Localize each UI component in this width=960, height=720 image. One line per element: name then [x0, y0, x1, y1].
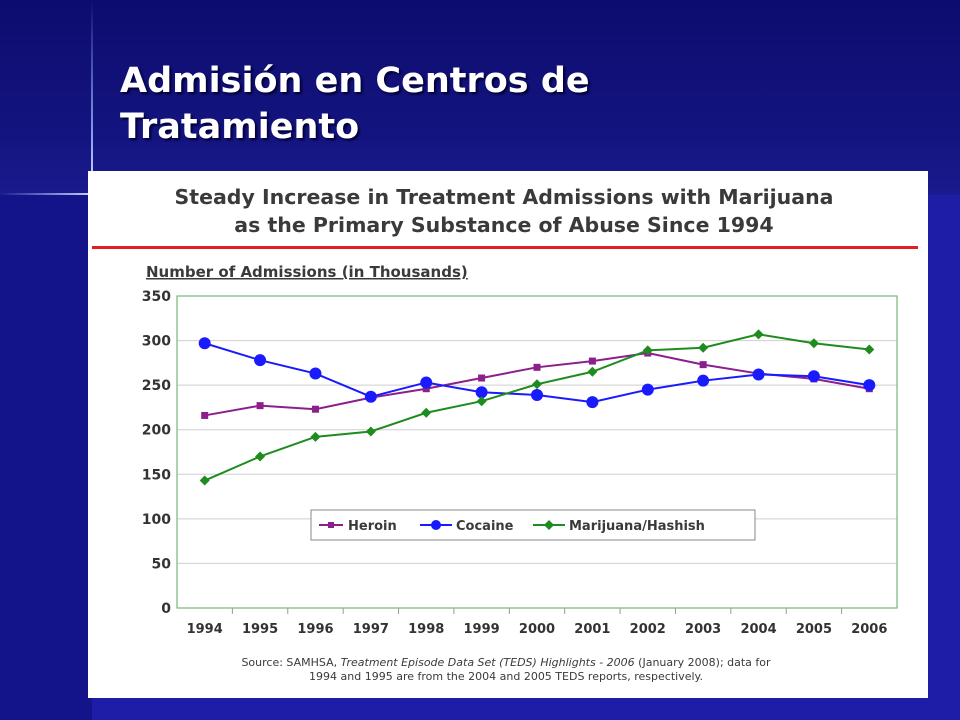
x-tick-1998: 1998 [408, 622, 444, 637]
x-tick-2000: 2000 [519, 622, 555, 637]
data-point-heroin-1996 [311, 405, 319, 413]
y-tick-labels: 0 50 100 150 200 250 300 350 [142, 289, 171, 617]
x-tick-1995: 1995 [242, 622, 278, 637]
y-tick-300: 300 [142, 334, 171, 350]
gridlines [177, 340, 897, 614]
legend-label-marijuana: Marijuana/Hashish [569, 519, 705, 534]
data-point-marijuana-hashish-1997 [365, 426, 376, 437]
chart-svg: Steady Increase in Treatment Admissions … [92, 185, 918, 683]
y-tick-0: 0 [161, 601, 171, 617]
series-marijuana-hashish [199, 329, 875, 486]
y-tick-250: 250 [142, 378, 171, 394]
legend-label-cocaine: Cocaine [456, 519, 514, 534]
plot-area-border [176, 295, 898, 609]
legend-label-heroin: Heroin [348, 519, 397, 534]
data-point-cocaine-2001 [586, 396, 599, 409]
data-point-heroin-1998 [422, 385, 430, 393]
data-point-marijuana-hashish-1995 [255, 451, 266, 462]
series-line-marijuana-hashish [204, 333, 870, 482]
data-point-cocaine-2003 [697, 374, 710, 387]
source-prefix: Source: SAMHSA, [241, 656, 340, 669]
data-point-marijuana-hashish-1998 [421, 407, 432, 418]
y-axis-label: Number of Admissions (in Thousands) [146, 263, 468, 281]
data-point-marijuana-hashish-1996 [310, 431, 321, 442]
y-tick-200: 200 [142, 423, 171, 439]
source-italic: Treatment Episode Data Set (TEDS) Highli… [341, 656, 635, 669]
data-point-cocaine-1997 [364, 390, 377, 403]
decorative-vertical-line [91, 0, 93, 195]
data-point-marijuana-hashish-2000 [532, 379, 542, 390]
data-point-heroin-2000 [533, 363, 541, 371]
x-tick-2001: 2001 [574, 622, 610, 637]
data-point-cocaine-2002 [641, 383, 654, 396]
chart-title-line2: as the Primary Substance of Abuse Since … [234, 213, 773, 237]
x-tick-1996: 1996 [297, 622, 333, 637]
x-tick-labels: 1994 1995 1996 1997 1998 1999 2000 2001 2002 2003… [187, 622, 888, 637]
x-tick-2003: 2003 [685, 622, 721, 637]
data-point-cocaine-1999 [475, 386, 488, 399]
data-point-cocaine-1995 [254, 354, 267, 367]
y-tick-150: 150 [142, 467, 171, 483]
data-point-cocaine-2006 [863, 379, 876, 392]
legend-marker-heroin [328, 522, 334, 528]
data-point-heroin-1999 [478, 374, 486, 382]
x-tick-2004: 2004 [740, 622, 776, 637]
legend-marker-marijuana [544, 520, 554, 530]
slide-background-top [0, 0, 960, 195]
data-point-heroin-2001 [588, 357, 596, 365]
data-point-marijuana-hashish-2004 [753, 329, 764, 340]
x-tick-1997: 1997 [353, 622, 389, 637]
chart-image: Steady Increase in Treatment Admissions … [88, 171, 928, 698]
data-point-cocaine-1994 [198, 337, 211, 350]
slide-title: Admisión en Centros de Tratamiento [120, 58, 820, 150]
chart-title-line1: Steady Increase in Treatment Admissions … [175, 185, 834, 209]
source-line2: 1994 and 1995 are from the 2004 and 2005… [309, 670, 703, 683]
data-point-marijuana-hashish-2002 [642, 345, 653, 356]
legend: Heroin Cocaine Marijuana/Hashish [310, 509, 756, 541]
slide-title-line2: Tratamiento [120, 107, 360, 147]
y-tick-50: 50 [152, 556, 172, 572]
data-point-cocaine-2000 [531, 388, 543, 401]
x-tick-1999: 1999 [464, 622, 500, 637]
x-tick-2005: 2005 [796, 622, 832, 637]
series-cocaine [198, 337, 876, 409]
data-point-heroin-1995 [256, 402, 264, 410]
data-point-marijuana-hashish-1994 [199, 475, 210, 486]
y-tick-100: 100 [142, 512, 171, 528]
data-point-heroin-2003 [699, 361, 707, 369]
data-point-marijuana-hashish-2005 [808, 338, 819, 349]
data-point-cocaine-1998 [420, 376, 433, 389]
data-point-marijuana-hashish-1999 [476, 396, 487, 407]
source-line1: Source: SAMHSA, Treatment Episode Data S… [241, 656, 771, 669]
data-point-cocaine-2004 [752, 368, 765, 381]
data-point-heroin-1994 [201, 411, 209, 419]
data-point-marijuana-hashish-2001 [587, 366, 598, 377]
y-tick-350: 350 [142, 289, 171, 305]
data-point-cocaine-2005 [807, 370, 820, 383]
data-point-marijuana-hashish-2006 [864, 344, 875, 355]
x-tick-2002: 2002 [630, 622, 666, 637]
data-point-marijuana-hashish-2003 [698, 342, 709, 353]
x-tick-2006: 2006 [851, 622, 887, 637]
series-layer [198, 329, 876, 486]
slide-title-line1: Admisión en Centros de [120, 61, 590, 101]
source-suffix: (January 2008); data for [635, 656, 771, 669]
title-divider [92, 246, 918, 249]
data-point-cocaine-1996 [309, 367, 322, 380]
decorative-horizontal-line [0, 193, 92, 195]
legend-marker-cocaine [431, 520, 441, 530]
slide-background-left [0, 195, 92, 720]
x-tick-1994: 1994 [187, 622, 223, 637]
